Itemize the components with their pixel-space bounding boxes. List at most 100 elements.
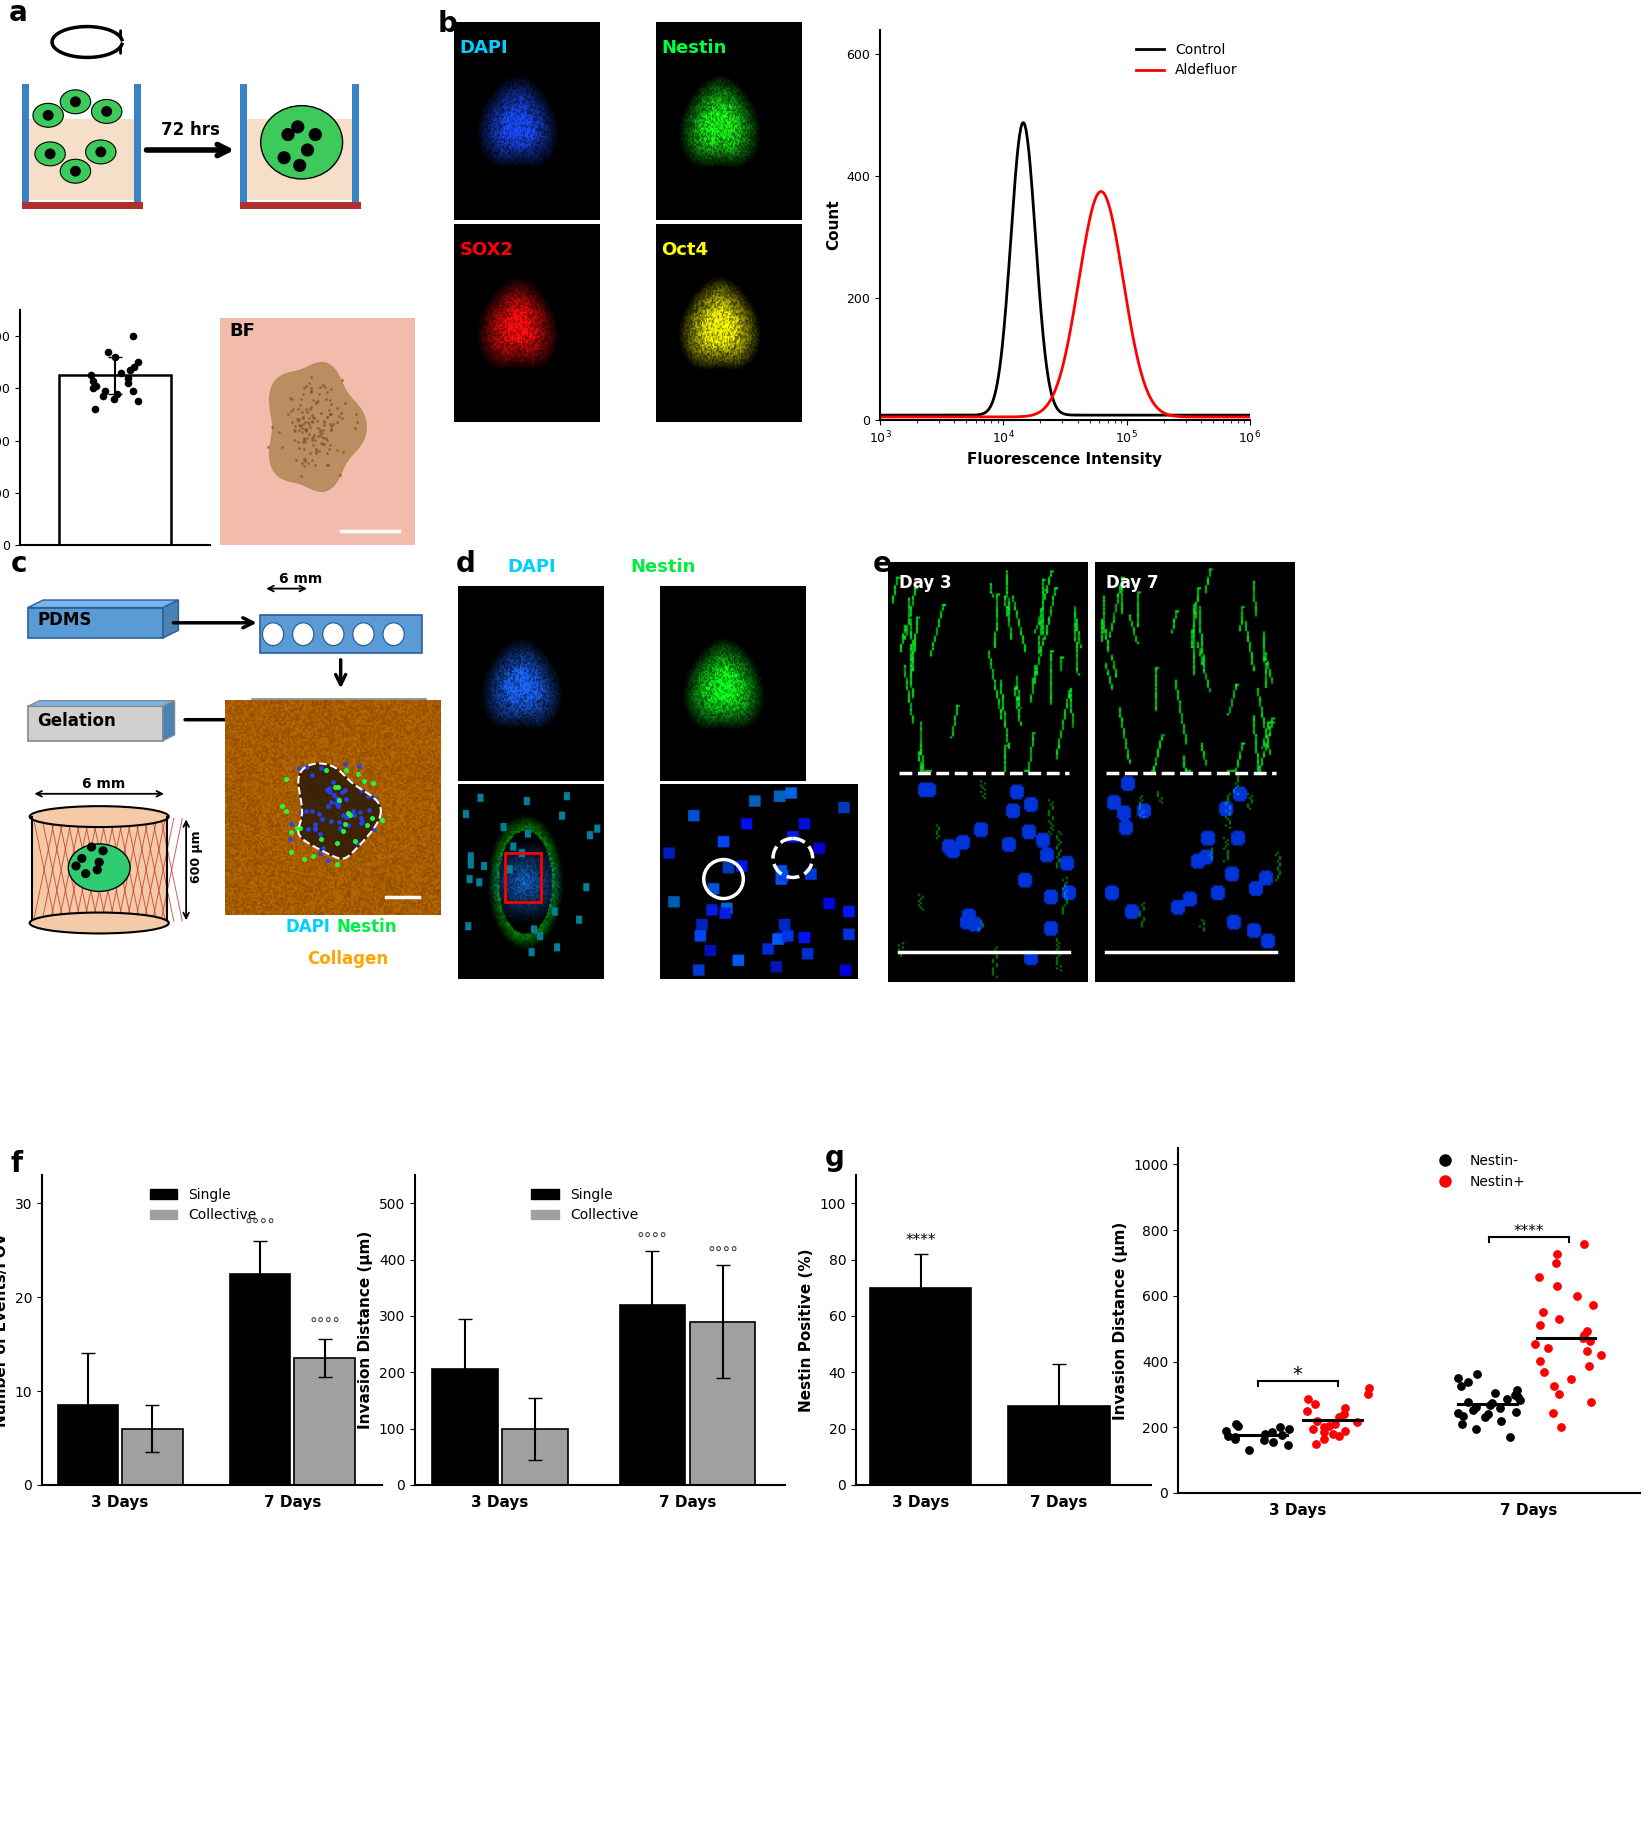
Point (307, 818, 333, 847)
Point (297, 377, 323, 406)
Bar (1008, 1405, 1109, 1484)
Point (299, 423, 325, 452)
Ellipse shape (333, 708, 360, 732)
Point (292, 796, 318, 825)
Point (335, 802, 361, 831)
Point (305, 800, 332, 829)
Text: 72 hrs: 72 hrs (162, 121, 219, 139)
Point (78, 361, 104, 390)
Control (1013, 112, 1033, 134)
Aldefluor (1117, 296, 1137, 318)
Point (337, 800, 363, 829)
Point (297, 362, 323, 392)
Point (305, 436, 332, 465)
Point (310, 430, 337, 459)
Point (299, 759, 325, 789)
Point (302, 436, 328, 465)
Point (1330, 1400, 1356, 1429)
Bar (503, 1429, 568, 1484)
Point (1526, 1347, 1553, 1376)
Text: Gelation: Gelation (38, 712, 116, 730)
Point (1487, 1394, 1513, 1424)
Point (305, 379, 332, 408)
Bar (619, 1305, 685, 1484)
Circle shape (282, 128, 295, 141)
Point (1302, 1389, 1328, 1418)
Ellipse shape (353, 622, 375, 646)
Aldefluor (1038, 393, 1058, 415)
Point (304, 406, 330, 436)
Point (310, 406, 337, 436)
Point (361, 783, 388, 813)
Point (1488, 1405, 1515, 1435)
Point (360, 814, 386, 844)
Text: Collagen: Collagen (307, 950, 388, 968)
Point (1464, 1360, 1490, 1389)
Point (299, 392, 325, 421)
Point (1495, 1383, 1521, 1413)
Point (1322, 1409, 1348, 1438)
Point (299, 377, 325, 406)
Point (317, 384, 343, 414)
Point (1569, 1323, 1596, 1352)
Point (309, 419, 335, 448)
Point (299, 796, 325, 825)
Point (302, 386, 328, 415)
Point (125, 348, 152, 377)
Point (317, 805, 343, 834)
Point (287, 461, 314, 490)
Point (348, 809, 375, 838)
Point (332, 388, 358, 417)
Point (1295, 1385, 1322, 1415)
Point (356, 796, 383, 825)
Point (333, 802, 360, 831)
Bar (241, 201, 361, 209)
Point (328, 403, 355, 432)
Point (290, 428, 317, 458)
Point (254, 432, 280, 461)
Point (284, 406, 310, 436)
Control (1089, 404, 1109, 426)
Point (330, 437, 356, 467)
Polygon shape (163, 600, 178, 639)
Point (289, 410, 315, 439)
Point (1315, 1411, 1341, 1440)
Point (1269, 1420, 1295, 1449)
Point (282, 412, 309, 441)
Point (310, 408, 337, 437)
Text: e: e (873, 551, 893, 578)
Point (307, 421, 333, 450)
Point (1505, 1382, 1531, 1411)
Point (292, 406, 318, 436)
Point (1294, 1396, 1320, 1426)
Point (284, 813, 310, 842)
Circle shape (300, 143, 314, 157)
Point (287, 384, 314, 414)
Legend: Nestin-, Nestin+: Nestin-, Nestin+ (1426, 1147, 1531, 1195)
Point (1449, 1409, 1475, 1438)
Point (272, 765, 299, 794)
Point (323, 849, 350, 878)
Point (345, 406, 371, 436)
Point (317, 774, 343, 803)
Point (1475, 1400, 1502, 1429)
Point (328, 364, 355, 393)
Point (279, 397, 305, 426)
Y-axis label: Invasion Distance (μm): Invasion Distance (μm) (1112, 1221, 1127, 1420)
Point (325, 807, 351, 836)
Text: 6 mm: 6 mm (82, 778, 125, 791)
Point (323, 789, 350, 818)
Point (1332, 1416, 1358, 1446)
Point (294, 752, 320, 781)
Text: ****: **** (1513, 1224, 1544, 1239)
Point (290, 379, 317, 408)
Text: DAPI: DAPI (507, 558, 556, 576)
Point (292, 426, 318, 456)
Point (1445, 1363, 1472, 1393)
Point (333, 785, 360, 814)
Point (302, 814, 328, 844)
Y-axis label: Number of Events/FOV: Number of Events/FOV (0, 1233, 10, 1427)
Ellipse shape (256, 708, 282, 732)
Line: Control: Control (879, 123, 1251, 415)
Point (295, 448, 322, 478)
